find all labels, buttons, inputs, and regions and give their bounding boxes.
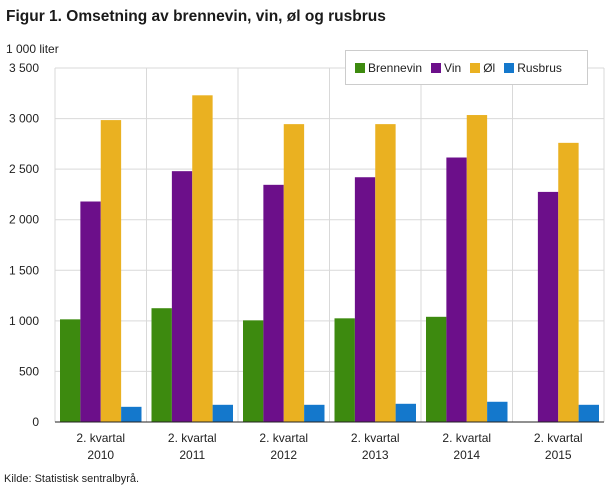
bar-vin-2 [263,184,284,422]
x-tick-label: 2014 [453,448,480,462]
bar--l-4 [466,115,488,422]
legend-item: Brennevin [355,61,422,75]
x-tick-label: 2010 [87,448,114,462]
y-tick-label: 500 [19,364,39,378]
bar-chart: 0 500 1 000 1 500 2 000 2 500 3 000 3 500 2. kva… [9,61,605,462]
bar-rusbrus-3 [395,403,416,422]
legend-item: Øl [470,61,495,75]
legend-label: Brennevin [368,60,423,75]
y-tick-label: 1 000 [9,314,39,328]
legend-swatch [470,62,481,73]
legend-swatch [355,62,365,73]
y-tick-label: 3 500 [9,61,39,75]
y-tick-label: 0 [32,415,39,429]
x-tick-label: 2013 [362,448,389,462]
legend-label: Vin [444,60,462,75]
y-tick-label: 3 000 [9,112,39,126]
bar-brennevin-0 [60,319,81,422]
x-tick-label: 2. kvartal [168,431,217,445]
bar-rusbrus-5 [578,404,599,422]
bar-rusbrus-1 [212,404,233,422]
y-axis-unit-label: 1 000 liter [6,42,59,56]
legend-swatch [504,62,515,73]
bar--l-0 [100,120,122,423]
y-tick-label: 1 500 [9,263,39,277]
bar-brennevin-4 [426,316,447,422]
bar-rusbrus-4 [487,401,508,422]
chart-legend: Brennevin Vin Øl Rusbrus [345,50,588,85]
bar--l-1 [192,95,213,423]
x-tick-label: 2015 [545,448,572,462]
x-tick-label: 2011 [179,448,205,462]
x-tick-label: 2. kvartal [442,431,491,445]
bar-rusbrus-2 [304,404,325,422]
y-tick-label: 2 500 [9,162,39,176]
legend-label: Øl [483,60,496,75]
bar--l-5 [558,142,579,423]
legend-swatch [431,62,442,73]
x-tick-label: 2. kvartal [259,431,308,445]
bar-vin-0 [80,201,101,422]
bar--l-2 [283,124,305,423]
x-tick-label: 2. kvartal [351,431,400,445]
bar-vin-3 [354,177,376,422]
legend-label: Rusbrus [517,60,562,75]
legend-item: Rusbrus [504,61,562,75]
bar-vin-1 [171,171,193,422]
bar-brennevin-1 [151,308,172,422]
bar-vin-4 [446,157,467,423]
bar-brennevin-2 [243,320,264,422]
chart-title: Figur 1. Omsetning av brennevin, vin, øl… [6,8,386,25]
x-tick-label: 2. kvartal [76,431,125,445]
x-tick-label: 2. kvartal [534,431,583,445]
source-note: Kilde: Statistisk sentralbyrå. [4,473,140,485]
bar-vin-5 [537,191,559,422]
bar-brennevin-3 [334,318,355,422]
legend-item: Vin [431,61,461,75]
bar-rusbrus-0 [121,406,142,422]
bar--l-3 [375,124,396,423]
y-tick-label: 2 000 [9,213,39,227]
x-tick-label: 2012 [270,448,297,462]
